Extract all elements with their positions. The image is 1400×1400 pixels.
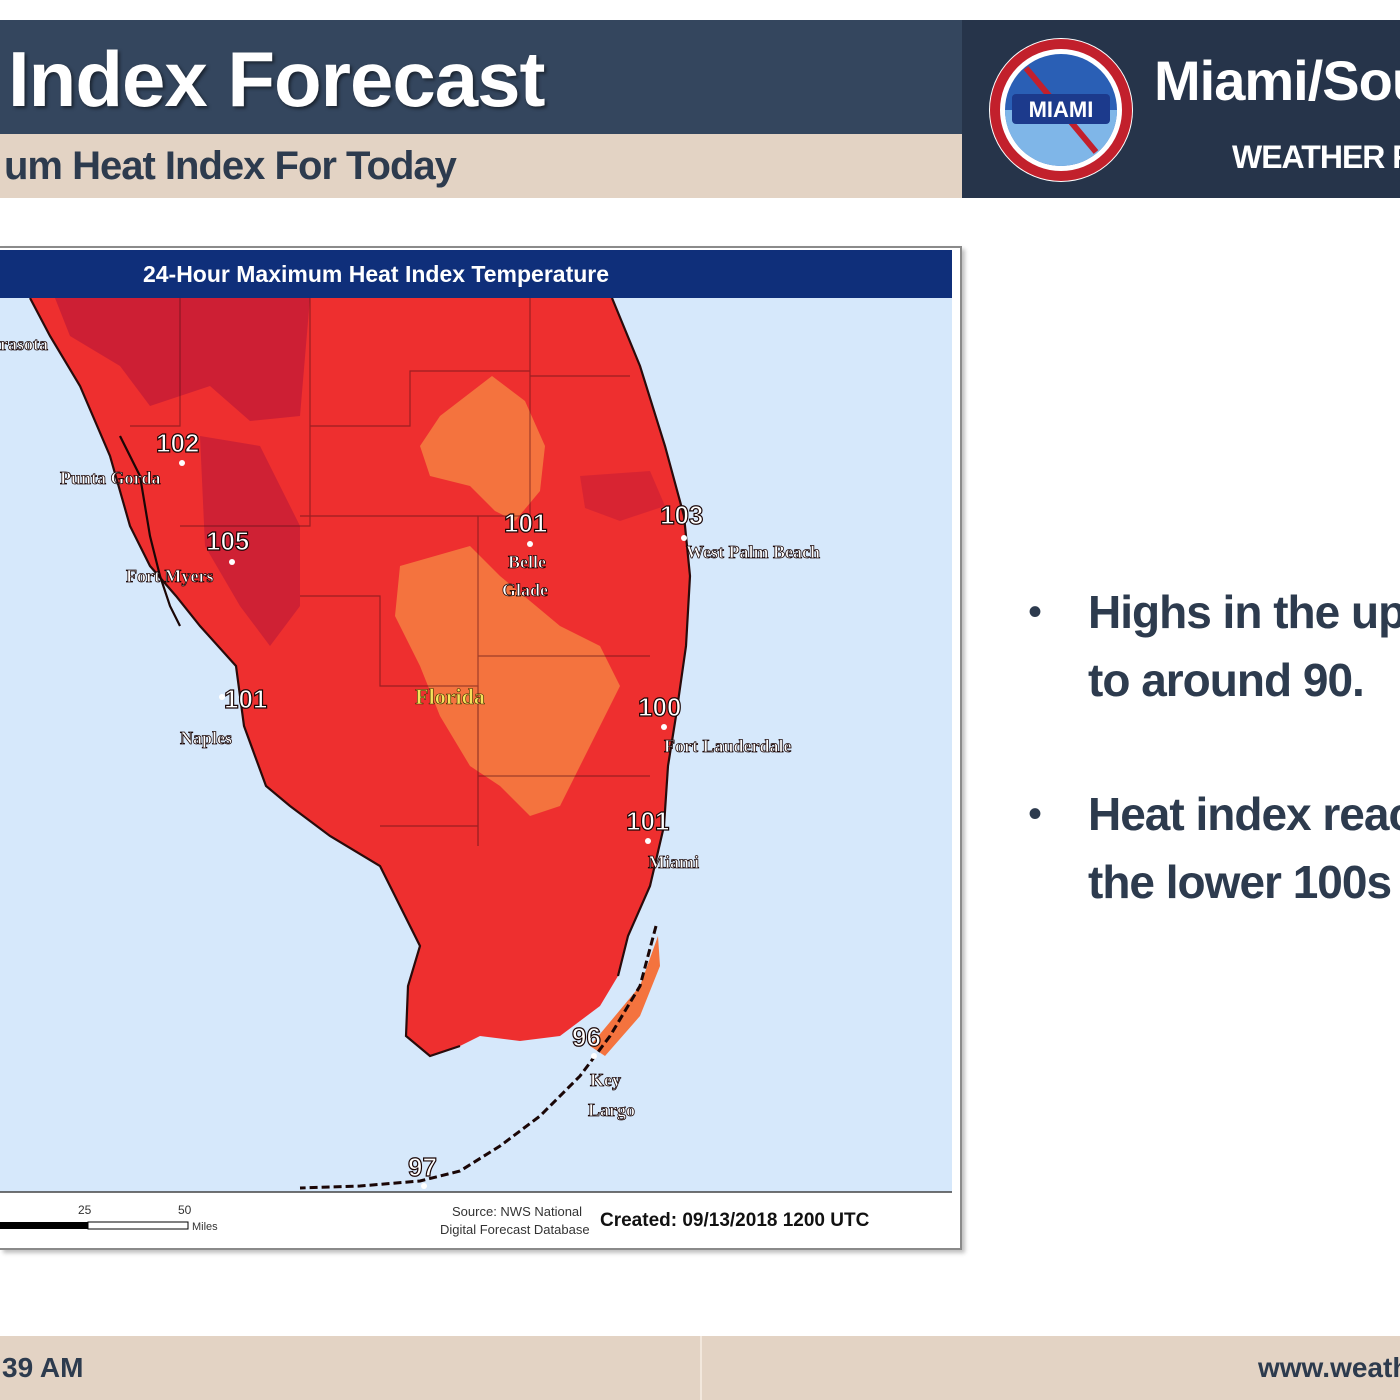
page-subtitle: um Heat Index For Today bbox=[4, 144, 457, 188]
station-name: West Palm Beach bbox=[686, 542, 820, 562]
station-dot bbox=[219, 694, 225, 700]
station-value: 101 bbox=[224, 684, 267, 714]
bullet-marker: • bbox=[1028, 590, 1043, 634]
bullet-text: to around 90. bbox=[1088, 654, 1365, 706]
very-hot-zone-north bbox=[55, 298, 310, 421]
bullet-text: the lower 100s bbox=[1088, 856, 1392, 908]
title-bar bbox=[0, 20, 962, 134]
bullet-marker: • bbox=[1028, 792, 1043, 836]
map-title-bar bbox=[0, 250, 952, 298]
bullet-item: • Heat index reac the lower 100s bbox=[1020, 780, 1400, 916]
scale-tick: 25 bbox=[78, 1203, 92, 1217]
bullet-text: Heat index reac bbox=[1088, 788, 1400, 840]
station-value: 97 bbox=[408, 1152, 437, 1182]
station-dot bbox=[421, 1183, 427, 1189]
station-dot bbox=[645, 838, 651, 844]
nws-logo: MIAMI bbox=[989, 38, 1133, 182]
subtitle-bar bbox=[0, 134, 962, 198]
coastline bbox=[29, 298, 461, 1058]
station-dot bbox=[527, 541, 533, 547]
station-dot bbox=[229, 559, 235, 565]
bullet-item: • Highs in the up to around 90. bbox=[1020, 578, 1400, 714]
station-name: Largo bbox=[588, 1100, 635, 1120]
bullet-list: • Highs in the up to around 90. • Heat i… bbox=[1020, 578, 1400, 982]
station-value: 101 bbox=[504, 508, 547, 538]
very-hot-zone-fortmyers bbox=[200, 436, 300, 646]
source-line: Digital Forecast Database bbox=[440, 1222, 590, 1237]
station-dot bbox=[179, 460, 185, 466]
station-name: Belle bbox=[508, 552, 546, 572]
station-value: 96 bbox=[572, 1022, 601, 1052]
station-dot bbox=[661, 724, 667, 730]
scale-bar-dark bbox=[0, 1222, 88, 1229]
station-name: Punta Gorda bbox=[60, 468, 161, 488]
office-panel: MIAMI Miami/Sou WEATHER FO bbox=[962, 20, 1400, 198]
map-title: 24-Hour Maximum Heat Index Temperature bbox=[143, 261, 609, 287]
scale-tick: 50 bbox=[178, 1203, 192, 1217]
logo-text: MIAMI bbox=[1029, 97, 1094, 122]
station-name: Naples bbox=[180, 728, 232, 748]
station-markers bbox=[179, 460, 687, 1189]
state-label: Florida bbox=[415, 684, 485, 709]
footer-url[interactable]: www.weath bbox=[1258, 1352, 1400, 1383]
station-value: 103 bbox=[660, 500, 703, 530]
very-hot-zone-east bbox=[580, 471, 665, 521]
heat-index-map: 24-Hour Maximum Heat Index Temperature F… bbox=[0, 250, 952, 1244]
coastal-islands bbox=[119, 435, 181, 627]
office-name: Miami/Sou bbox=[1154, 49, 1400, 112]
page-title: Index Forecast bbox=[8, 35, 546, 123]
footer-divider bbox=[700, 1336, 702, 1400]
county-lines bbox=[130, 298, 650, 846]
station-name: Key bbox=[590, 1070, 621, 1090]
footer-time: 39 AM bbox=[2, 1352, 84, 1383]
bullet-text: Highs in the up bbox=[1088, 586, 1400, 638]
top-strip bbox=[0, 0, 1400, 20]
source-line: Source: NWS National bbox=[452, 1204, 582, 1219]
office-subtitle: WEATHER FO bbox=[1232, 139, 1400, 175]
station-dot bbox=[591, 1053, 597, 1059]
station-value: 105 bbox=[206, 526, 249, 556]
scale-unit: Miles bbox=[192, 1221, 218, 1233]
legend-strip bbox=[0, 1192, 952, 1244]
station-value: 101 bbox=[626, 806, 669, 836]
station-name: rasota bbox=[0, 334, 48, 354]
station-dot bbox=[681, 535, 687, 541]
scale-bar-light bbox=[87, 1221, 189, 1230]
warm-zone-lake-okeechobee bbox=[420, 376, 545, 521]
station-value: 102 bbox=[156, 428, 199, 458]
created-stamp: Created: 09/13/2018 1200 UTC bbox=[600, 1210, 870, 1231]
east-coastline bbox=[610, 298, 692, 977]
station-value: 100 bbox=[638, 692, 681, 722]
station-name: Glade bbox=[502, 580, 548, 600]
warm-zone-keys bbox=[590, 936, 660, 1056]
florida-keys bbox=[299, 925, 658, 1190]
warm-zone-interior bbox=[395, 546, 620, 816]
station-name: Fort Myers bbox=[126, 566, 213, 586]
station-name: Fort Lauderdale bbox=[664, 736, 792, 756]
station-name: Miami bbox=[648, 852, 699, 872]
